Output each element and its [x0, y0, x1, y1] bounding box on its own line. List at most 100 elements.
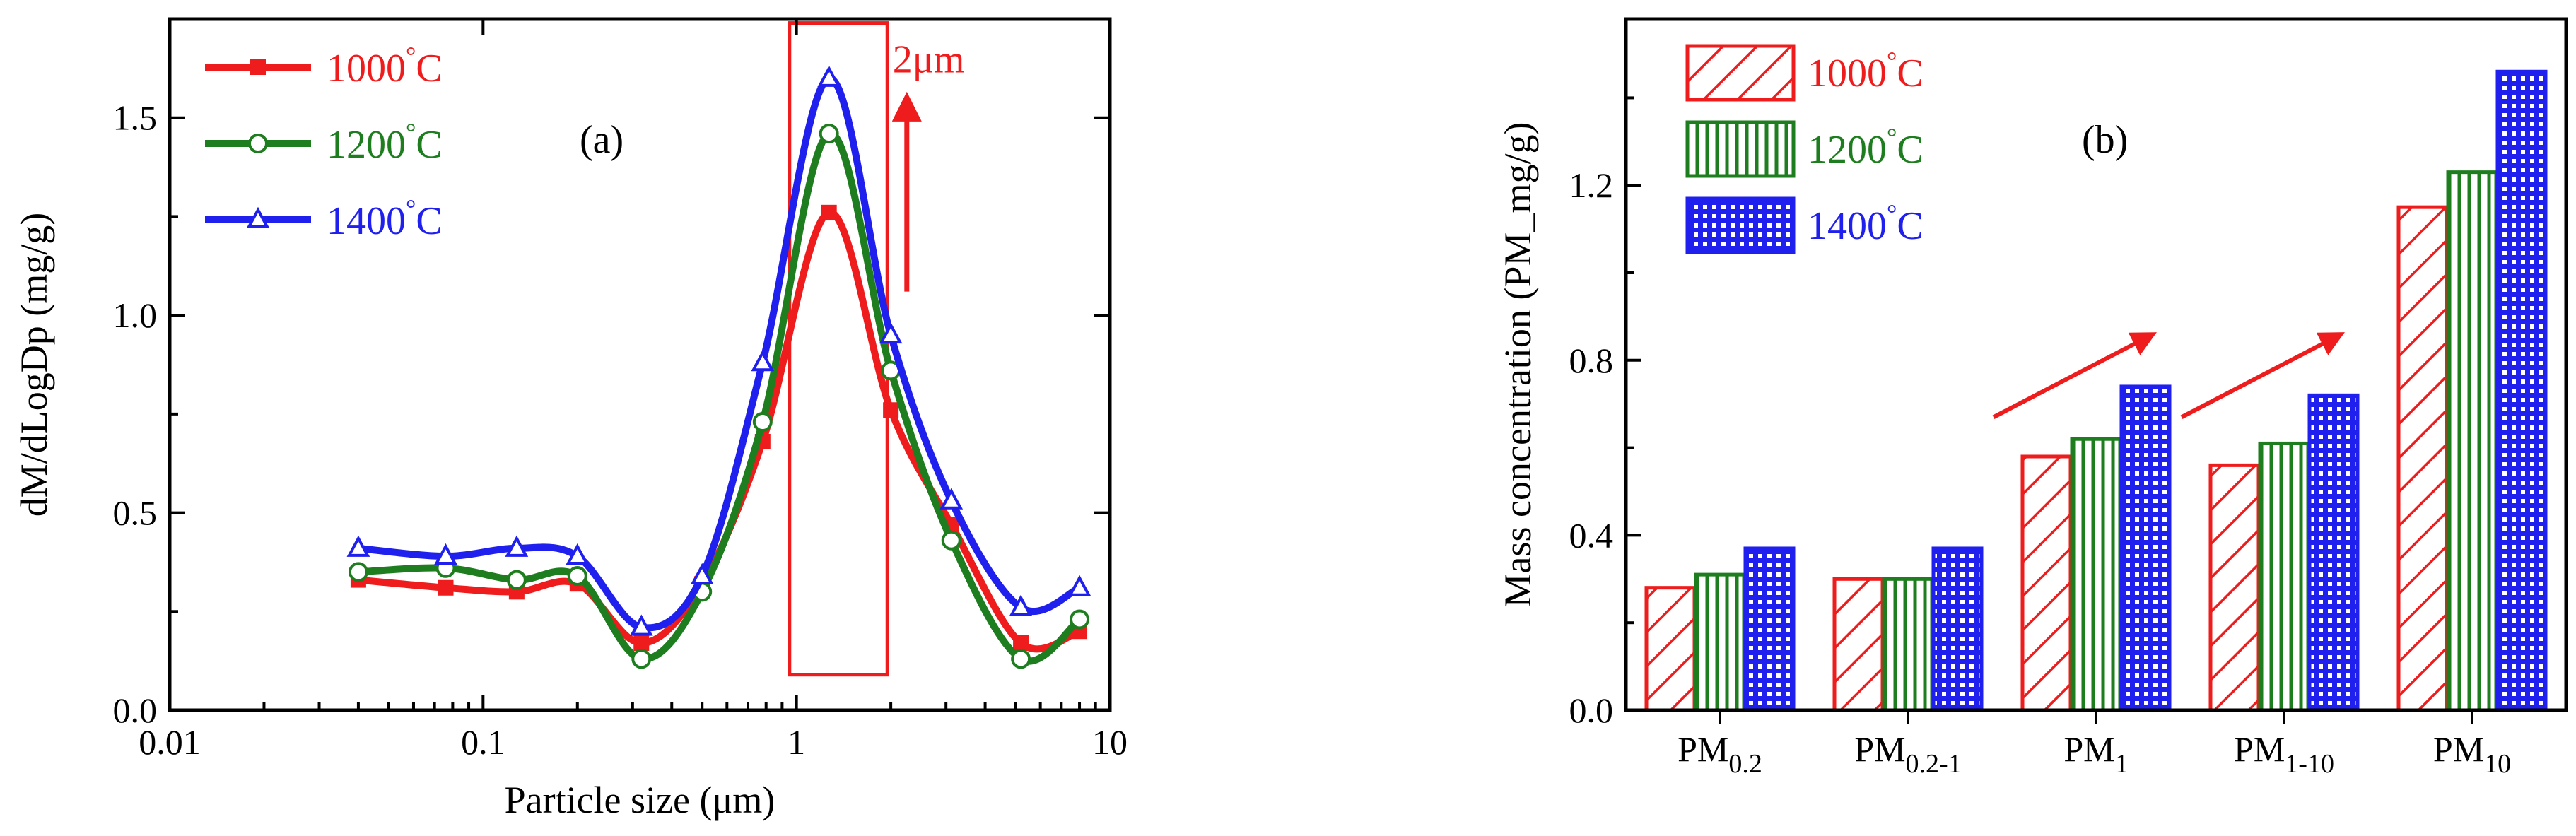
legend-item-1400: 1400°C	[205, 194, 443, 243]
x-axis-title-a: Particle size (μm)	[505, 779, 775, 821]
y-axis-title-a: dM/dLogDp (mg/g)	[13, 213, 55, 517]
data-point-1400-7	[817, 65, 841, 87]
legend-label: 1200°C	[1808, 123, 1924, 172]
bar-1000-2	[2020, 454, 2073, 712]
bar-1400-0	[1743, 546, 1796, 712]
bar-1400-4	[2495, 69, 2548, 712]
panel-label-a: (a)	[580, 118, 623, 162]
bar-1400-1	[1931, 546, 1984, 712]
bar-group-4	[2396, 69, 2548, 712]
bar-1000-1	[1832, 577, 1885, 712]
y-tick-label-b: 0.4	[1569, 515, 1614, 555]
data-point-1000-8	[883, 402, 899, 418]
data-point-1400-4	[629, 614, 653, 636]
bar-1200-1	[1882, 577, 1934, 712]
category-label: PM1-10	[2234, 729, 2334, 779]
series-1000	[350, 204, 1088, 653]
bar-1200-4	[2446, 170, 2498, 712]
line-series-group	[346, 65, 1091, 669]
bar-1400-2	[2119, 384, 2172, 712]
data-point-1400-3	[566, 543, 590, 565]
bar-1000-0	[1644, 586, 1697, 712]
trend-arrows	[1992, 332, 2345, 419]
data-point-1400-0	[346, 535, 370, 557]
legend-item-1400: 1400°C	[1685, 196, 1924, 254]
category-label: PM10	[2433, 729, 2511, 779]
y-tick-label-b: 0.8	[1569, 341, 1614, 380]
legend-a: 1000°C 1200°C 1400°C	[205, 42, 443, 243]
legend-marker	[250, 59, 266, 75]
legend-marker	[246, 206, 270, 228]
legend-swatch	[1685, 120, 1796, 178]
data-point-1200-6	[752, 412, 773, 432]
bar-1200-2	[2070, 437, 2122, 712]
legend-b: 1000°C 1200°C 1400°C	[1685, 44, 1924, 254]
x-tick-label-a: 0.1	[461, 722, 505, 762]
x-tick-label-a: 1	[788, 722, 805, 762]
ticks-b: 0.0 0.4 0.8 1.2	[1569, 96, 2473, 730]
data-point-1200-9	[941, 530, 961, 551]
data-point-1200-7	[819, 124, 839, 144]
y-tick-label-a: 0.5	[113, 493, 158, 533]
data-point-1200-2	[506, 570, 527, 590]
legend-label: 1000°C	[1808, 47, 1924, 95]
data-point-1200-0	[348, 562, 368, 582]
data-point-1200-3	[567, 565, 587, 586]
x-tick-label-a: 10	[1092, 722, 1128, 762]
legend-swatch	[1685, 44, 1796, 102]
y-tick-label-a: 1.5	[113, 98, 158, 138]
category-label: PM0.2-1	[1854, 729, 1961, 779]
legend-item-1000: 1000°C	[205, 42, 443, 90]
x-tick-label-a: 0.01	[139, 722, 201, 762]
trend-arrow-0	[1992, 332, 2157, 419]
legend-label: 1400°C	[327, 194, 443, 243]
data-point-1400-9	[939, 488, 964, 510]
bar-group-2	[2020, 384, 2172, 712]
data-point-1000-10	[1013, 635, 1029, 651]
data-point-1400-10	[1009, 594, 1033, 616]
data-point-1400-5	[690, 563, 714, 584]
bar-1000-4	[2396, 205, 2449, 712]
y-tick-label-a: 0.0	[113, 690, 158, 730]
series-line-1200	[358, 130, 1082, 665]
data-point-1000-7	[821, 204, 837, 220]
legend-item-1200: 1200°C	[1685, 120, 1924, 178]
data-point-1400-8	[879, 322, 903, 344]
category-label: PM1	[2063, 729, 2128, 779]
data-point-1000-1	[438, 579, 454, 596]
data-point-1200-10	[1011, 649, 1031, 669]
panel-a-line-chart: 2μm 0.01 0.1 1 10 0.0 0.5 1.0 1.5 (a) Particle …	[13, 17, 1128, 821]
series-1400	[346, 65, 1091, 636]
panel-label-b: (b)	[2082, 118, 2128, 162]
legend-swatch	[1685, 196, 1796, 254]
legend-marker	[248, 134, 268, 153]
category-label: PM0.2	[1678, 729, 1762, 779]
data-point-1400-2	[505, 535, 529, 557]
y-axis-title-b: Mass concentration (PM_mg/g)	[1497, 122, 1539, 608]
legend-label: 1400°C	[1808, 199, 1924, 248]
ticks-a: 0.01 0.1 1 10 0.0 0.5 1.0 1.5	[113, 19, 1128, 762]
panel-b-bar-chart: PM0.2 PM0.2-1 PM1 PM1-10 PM10 0.0 0.4 0.8 1.2 (…	[1497, 17, 2568, 779]
bar-group-3	[2208, 393, 2360, 712]
bar-group-1	[1832, 546, 1984, 712]
y-tick-label-b: 1.2	[1569, 165, 1614, 205]
bar-1000-3	[2208, 463, 2261, 712]
data-point-1000-4	[633, 635, 650, 651]
axes-a	[168, 17, 1112, 712]
legend-label: 1000°C	[327, 42, 443, 90]
data-point-1200-11	[1070, 609, 1090, 630]
bar-1200-3	[2258, 441, 2310, 712]
data-point-1200-4	[631, 649, 652, 669]
data-point-1400-6	[751, 350, 775, 372]
y-tick-label-b: 0.0	[1569, 690, 1614, 730]
data-point-1400-1	[434, 543, 457, 565]
bar-1400-3	[2307, 393, 2360, 712]
legend-item-1200: 1200°C	[205, 118, 443, 167]
trend-arrow-1	[2180, 332, 2345, 419]
data-point-1400-11	[1067, 575, 1091, 596]
bar-group-0	[1644, 546, 1796, 712]
legend-label: 1200°C	[327, 118, 443, 167]
y-tick-label-a: 1.0	[113, 295, 158, 335]
legend-item-1000: 1000°C	[1685, 44, 1924, 102]
